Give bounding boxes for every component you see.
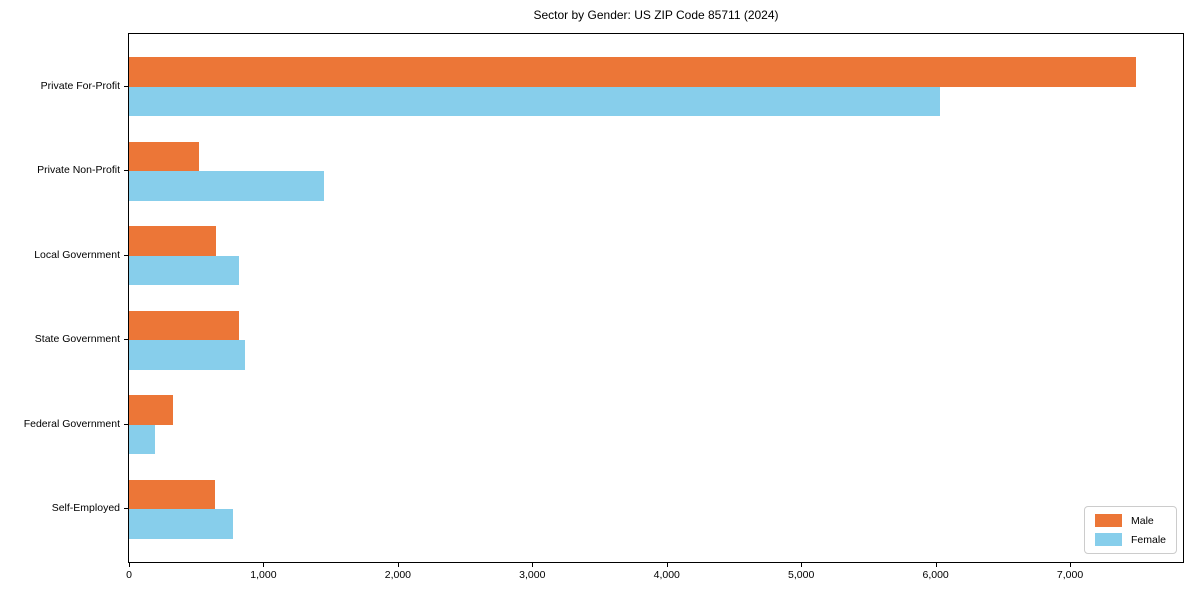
bar-male-federal-government (129, 395, 174, 425)
bar-female-private-non-profit (129, 171, 324, 201)
bar-male-local-government (129, 226, 217, 256)
x-tick-label: 3,000 (519, 569, 546, 581)
x-tick (935, 563, 937, 567)
bar-female-private-for-profit (129, 86, 940, 117)
x-tick-label: 5,000 (788, 569, 815, 581)
x-tick (1070, 563, 1072, 567)
bar-male-private-for-profit (129, 57, 1136, 87)
y-tick-label: Self-Employed (51, 502, 120, 515)
y-tick (124, 85, 128, 87)
chart-title: Sector by Gender: US ZIP Code 85711 (202… (533, 8, 779, 22)
bar-male-private-non-profit (129, 141, 199, 172)
legend-male-label: Male (1130, 514, 1154, 527)
x-tick-label: 2,000 (384, 569, 412, 581)
plot-area: Male Female (128, 33, 1184, 563)
y-tick (124, 170, 128, 172)
legend: Male Female (1083, 506, 1177, 554)
bar-male-self-employed (129, 479, 216, 510)
x-tick-label: 7,000 (1056, 569, 1084, 581)
y-tick (124, 508, 128, 510)
y-tick-label: Local Government (34, 248, 120, 261)
legend-female-label: Female (1130, 533, 1166, 546)
y-tick (124, 254, 128, 256)
bar-female-local-government (129, 255, 240, 286)
bar-male-state-government (129, 310, 239, 341)
female-color-swatch (1094, 533, 1122, 546)
y-tick (124, 339, 128, 341)
bar-female-federal-government (129, 424, 156, 455)
legend-item-male: Male (1094, 514, 1166, 527)
x-tick (263, 563, 265, 567)
x-tick-label: 0 (126, 569, 132, 581)
y-tick-label: Private For-Profit (40, 79, 120, 92)
y-tick-label: Private Non-Profit (37, 164, 120, 177)
x-tick (532, 563, 534, 567)
y-tick-label: Federal Government (23, 417, 120, 430)
legend-item-female: Female (1094, 533, 1166, 546)
x-tick-label: 6,000 (922, 569, 949, 581)
x-tick (801, 563, 803, 567)
x-tick (397, 563, 399, 567)
male-color-swatch (1094, 514, 1122, 527)
x-tick (666, 563, 668, 567)
y-tick (124, 423, 128, 425)
y-tick-label: State Government (34, 333, 120, 346)
bar-female-state-government (129, 340, 245, 370)
x-tick (129, 563, 130, 567)
bar-female-self-employed (129, 509, 233, 539)
x-tick-label: 4,000 (653, 569, 680, 581)
x-tick-label: 1,000 (250, 569, 277, 581)
